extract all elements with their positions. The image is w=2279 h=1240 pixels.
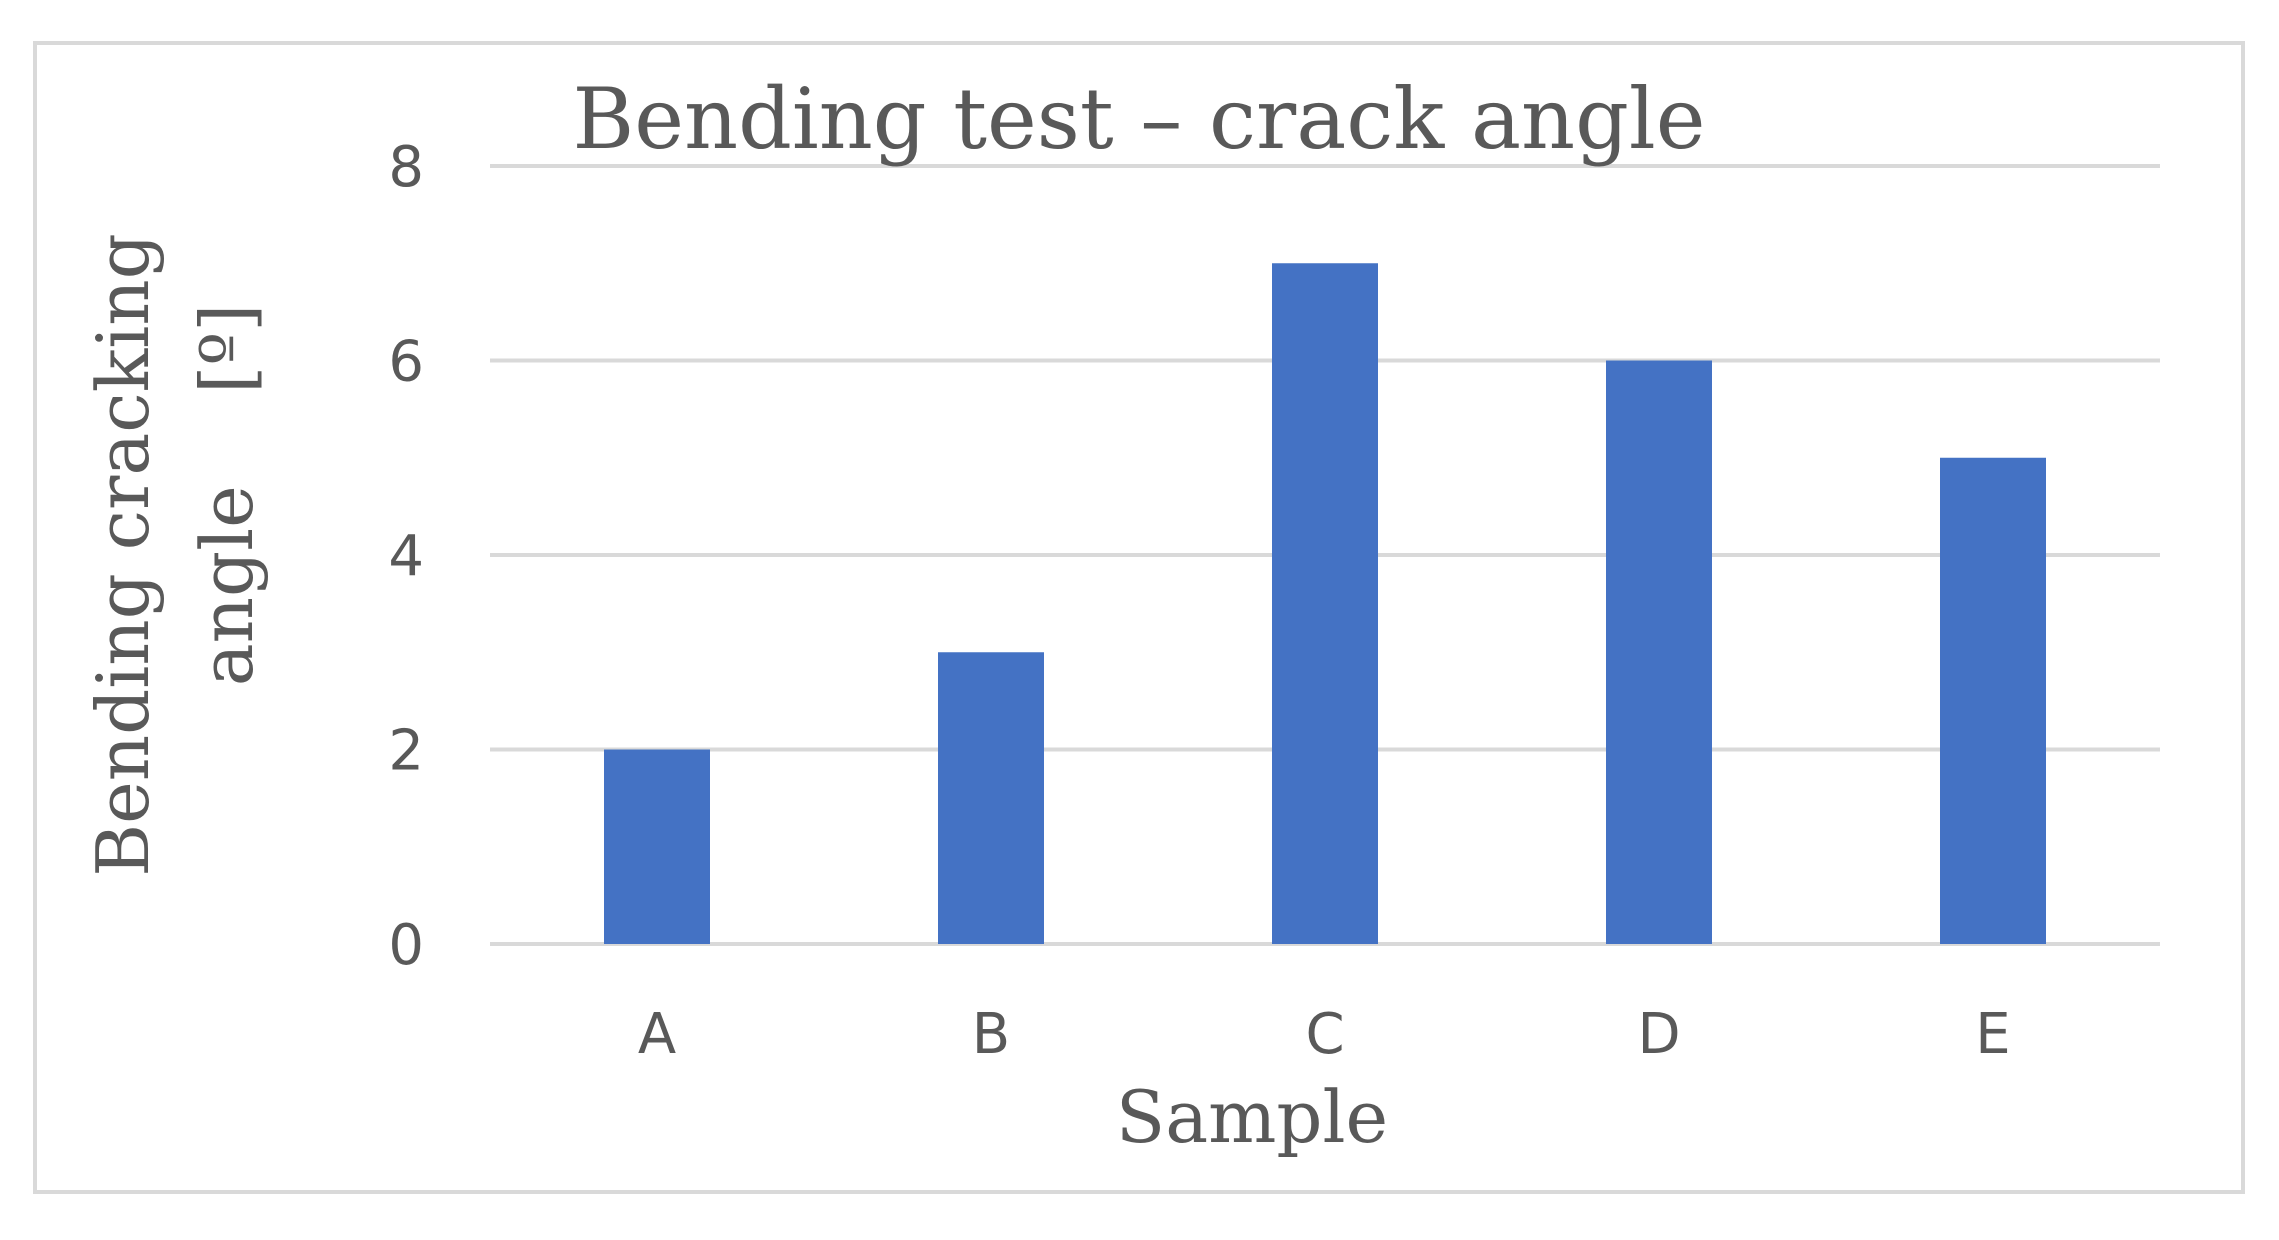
x-axis-ticks: A B C D E: [638, 1002, 2011, 1067]
bar-b: [938, 652, 1044, 944]
y-tick-label: 6: [388, 330, 424, 395]
y-tick-label: 2: [388, 719, 424, 784]
x-tick-label-d: D: [1637, 1002, 1680, 1067]
y-axis-label: Bending cracking angle [º]: [81, 233, 269, 876]
y-tick-label: 0: [388, 913, 424, 978]
bar-d: [1606, 360, 1712, 944]
y-tick-label: 8: [388, 135, 424, 200]
y-tick-label: 4: [388, 524, 424, 589]
chart-title: Bending test – crack angle: [573, 70, 1706, 168]
x-axis-label: Sample: [1116, 1075, 1388, 1159]
bar-c: [1272, 263, 1378, 944]
x-tick-label-a: A: [638, 1002, 676, 1067]
x-tick-label-b: B: [972, 1002, 1010, 1067]
x-tick-label-e: E: [1975, 1002, 2010, 1067]
x-tick-label-c: C: [1305, 1002, 1344, 1067]
bar-e: [1940, 457, 2046, 944]
y-axis-ticks: 0 2 4 6 8: [388, 135, 424, 978]
bars: [604, 263, 2046, 944]
bar-a: [604, 749, 710, 944]
chart-frame: [33, 41, 2245, 1194]
y-axis-label-line2: angle [º]: [185, 304, 269, 687]
y-axis-label-line1: Bending cracking: [81, 233, 165, 876]
